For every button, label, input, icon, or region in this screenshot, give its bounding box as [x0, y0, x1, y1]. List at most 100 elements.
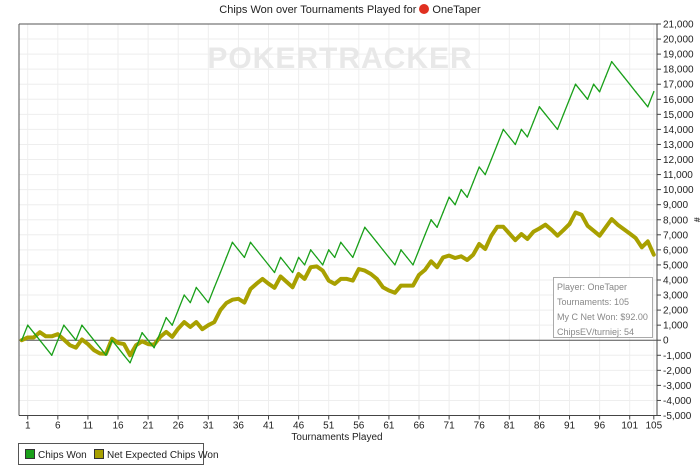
- data-point-net-expected: [465, 258, 469, 262]
- data-point-net-expected: [309, 265, 313, 269]
- data-point-net-expected: [573, 210, 578, 215]
- data-point-chips-won: [616, 68, 619, 70]
- x-tick-label: 36: [233, 421, 245, 432]
- data-point-chips-won: [267, 264, 270, 266]
- data-point-net-expected: [387, 288, 391, 293]
- data-point-chips-won: [604, 76, 607, 78]
- pokerstars-spade-icon: [419, 4, 430, 14]
- data-point-net-expected: [128, 353, 132, 357]
- data-point-chips-won: [141, 331, 143, 334]
- data-point-chips-won: [635, 91, 637, 93]
- data-point-chips-won: [279, 256, 282, 259]
- data-point-chips-won: [273, 271, 276, 274]
- data-point-net-expected: [44, 334, 48, 338]
- data-point-net-expected: [592, 229, 596, 233]
- data-point-chips-won: [303, 264, 306, 266]
- series-line-chips-won: [21, 60, 655, 364]
- data-point-chips-won: [81, 324, 83, 326]
- data-point-chips-won: [496, 143, 498, 146]
- data-point-net-expected: [200, 327, 204, 331]
- data-point-net-expected: [38, 330, 42, 334]
- data-point-chips-won: [574, 83, 577, 85]
- x-tick-label: 105: [645, 421, 662, 432]
- data-point-chips-won: [33, 331, 35, 334]
- data-point-chips-won: [249, 241, 252, 244]
- x-tick-label: 101: [621, 421, 638, 432]
- data-point-net-expected: [272, 286, 277, 290]
- data-point-net-expected: [628, 231, 632, 236]
- y-tick-label: 15,000: [663, 110, 694, 121]
- data-point-chips-won: [370, 234, 372, 236]
- data-point-chips-won: [568, 98, 571, 100]
- data-point-net-expected: [399, 283, 403, 288]
- data-point-net-expected: [622, 227, 626, 231]
- data-point-net-expected: [507, 231, 511, 236]
- data-point-chips-won: [285, 264, 288, 266]
- x-tick-label: 81: [504, 421, 516, 432]
- chart-title: Chips Won over Tournaments Played for One…: [0, 4, 700, 16]
- data-point-net-expected: [315, 264, 319, 269]
- data-point-net-expected: [284, 280, 289, 284]
- data-point-chips-won: [255, 249, 258, 251]
- y-tick-label: 5,000: [663, 260, 688, 271]
- y-tick-label: 3,000: [663, 291, 688, 302]
- info-box: Player: OneTaper Tournaments: 105 My C N…: [553, 277, 653, 338]
- x-tick-label: 41: [263, 421, 275, 432]
- data-point-chips-won: [394, 264, 396, 266]
- data-point-net-expected: [116, 341, 120, 345]
- data-point-net-expected: [525, 237, 529, 241]
- data-point-net-expected: [513, 238, 517, 242]
- data-point-chips-won: [57, 339, 59, 341]
- legend: Chips Won Net Expected Chips Won: [18, 443, 219, 465]
- data-point-net-expected: [483, 247, 487, 251]
- data-point-net-expected: [182, 320, 186, 324]
- data-point-net-expected: [92, 348, 96, 352]
- data-point-net-expected: [333, 282, 337, 286]
- data-point-net-expected: [224, 301, 228, 305]
- legend-swatch-net-expected: [94, 449, 104, 459]
- data-point-net-expected: [531, 230, 536, 234]
- data-point-chips-won: [629, 83, 631, 85]
- data-point-net-expected: [188, 325, 192, 329]
- data-point-net-expected: [616, 223, 620, 227]
- data-point-chips-won: [466, 196, 468, 198]
- data-point-chips-won: [424, 234, 426, 236]
- data-point-chips-won: [478, 166, 480, 168]
- data-point-chips-won: [315, 256, 318, 259]
- data-point-chips-won: [358, 241, 360, 244]
- data-point-net-expected: [303, 277, 307, 281]
- data-point-chips-won: [610, 60, 613, 63]
- data-point-net-expected: [405, 283, 409, 288]
- data-point-net-expected: [501, 225, 505, 229]
- data-point-net-expected: [447, 253, 451, 258]
- data-point-chips-won: [550, 121, 553, 123]
- data-point-chips-won: [412, 264, 414, 266]
- y-tick-label: 6,000: [663, 245, 688, 256]
- data-point-net-expected: [80, 337, 84, 342]
- data-point-net-expected: [176, 327, 180, 331]
- data-point-net-expected: [369, 272, 373, 276]
- data-point-net-expected: [598, 234, 602, 238]
- data-point-chips-won: [225, 256, 228, 259]
- data-point-net-expected: [411, 283, 415, 288]
- y-tick-label: 17,000: [663, 80, 694, 91]
- legend-swatch-chips-won: [25, 449, 35, 459]
- legend-item-chips-won[interactable]: Chips Won: [25, 449, 87, 461]
- x-tick-label: 56: [353, 421, 365, 432]
- data-point-chips-won: [544, 113, 547, 116]
- data-point-chips-won: [556, 128, 559, 131]
- y-tick-label: -1,000: [663, 351, 692, 362]
- data-point-chips-won: [123, 354, 125, 356]
- data-point-chips-won: [490, 158, 492, 161]
- x-tick-label: 46: [293, 421, 305, 432]
- data-point-chips-won: [201, 294, 203, 296]
- data-point-chips-won: [189, 301, 191, 304]
- x-tick-label: 96: [594, 421, 606, 432]
- data-point-chips-won: [454, 203, 456, 206]
- y-tick-label: -5,000: [663, 411, 692, 422]
- legend-item-net-expected[interactable]: Net Expected Chips Won: [94, 449, 219, 461]
- data-point-net-expected: [291, 285, 295, 289]
- data-point-net-expected: [585, 224, 590, 228]
- y-tick-label: -4,000: [663, 396, 692, 407]
- data-point-chips-won: [99, 347, 101, 349]
